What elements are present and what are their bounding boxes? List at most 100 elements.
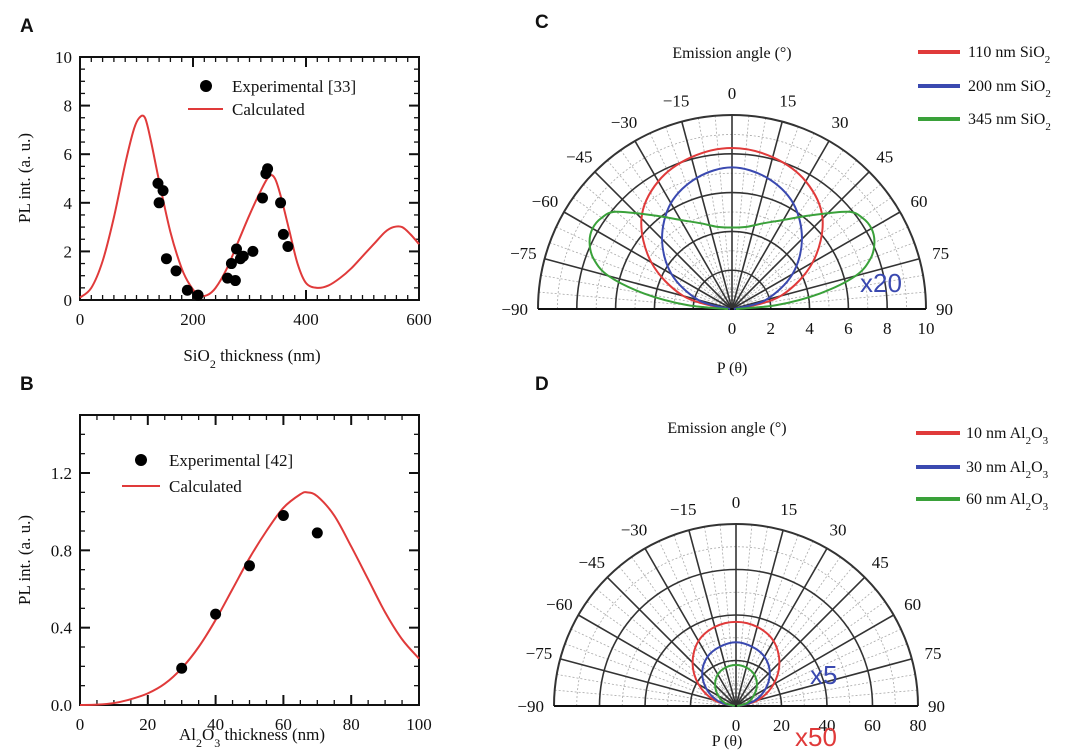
angle-tick-label: 60: [911, 192, 928, 211]
polar-series-curve: [640, 146, 824, 310]
y-tick-label: 8: [64, 97, 73, 116]
minor-radial-line: [731, 149, 844, 310]
minor-ring: [712, 682, 760, 707]
chart-c-legend-345: 345 nm SiO2: [968, 111, 1051, 133]
panel-letter-c: C: [535, 12, 549, 33]
radial-tick-label: 0: [732, 716, 741, 735]
experimental-point: [192, 289, 204, 301]
minor-radial-line: [714, 115, 733, 310]
chart-d-annotation-x50: x50: [795, 722, 837, 751]
angle-tick-label: −90: [517, 697, 544, 716]
angle-tick-label: 45: [876, 147, 893, 166]
minor-radial-line: [556, 226, 733, 310]
chart-c-legend-200: 200 nm SiO2: [968, 78, 1051, 100]
y-tick-label: 4: [64, 194, 73, 213]
chart-b-legend-marker-experimental: [135, 454, 147, 466]
y-tick-label: 0: [64, 291, 73, 310]
angle-tick-label: 0: [728, 84, 737, 103]
chart-a: 0 200 400 600 0 2 4 6 8 10 PL int. (a. u.) SiO2 t…: [15, 48, 432, 371]
polar-series-curve: [588, 210, 876, 310]
angle-tick-label: 15: [780, 500, 797, 519]
chart-b-xlabel: Al2O3 thickness (nm): [179, 725, 325, 750]
calculated-curve: [79, 114, 420, 299]
radial-tick-label: 40: [819, 716, 836, 735]
chart-c-labels: −90 −75 −60 −45 −30 −15 0 15 30 45 60 75 90 0 2 4 6 8 10: [501, 84, 953, 338]
chart-c-series: [588, 146, 876, 310]
angle-tick-label: 45: [872, 553, 889, 572]
experimental-point: [160, 253, 172, 265]
experimental-point: [277, 510, 289, 522]
major-radial-line: [559, 658, 737, 707]
chart-b: 0 20 40 60 80 100 0.0 0.4 0.8 1.2 PL int. (a. u.)…: [15, 414, 432, 750]
minor-radial-line: [665, 126, 733, 310]
y-tick-label: 6: [64, 145, 73, 164]
major-radial-line: [644, 547, 737, 707]
minor-radial-line: [572, 197, 733, 310]
y-tick-label: 0.4: [51, 619, 73, 638]
angle-tick-label: 75: [932, 244, 949, 263]
experimental-point: [176, 662, 188, 674]
polar-series-curve: [691, 620, 781, 707]
angle-tick-label: −75: [510, 244, 537, 263]
experimental-point: [262, 163, 274, 175]
chart-b-legend: Experimental [42] Calculated: [122, 451, 293, 496]
chart-d-legend-30: 30 nm Al2O3: [966, 459, 1049, 481]
angle-tick-label: −15: [663, 91, 690, 110]
minor-ring: [557, 134, 907, 310]
chart-d-series: [691, 620, 781, 707]
experimental-point: [210, 608, 222, 620]
chart-c-rlabel: P (θ): [717, 360, 748, 377]
angle-tick-label: −45: [578, 553, 605, 572]
chart-d-legend: 10 nm Al2O3 30 nm Al2O3 60 nm Al2O3: [916, 425, 1049, 513]
minor-ring: [621, 591, 851, 707]
chart-d-title: Emission angle (°): [667, 420, 786, 437]
panel-letter-a: A: [20, 16, 34, 37]
radial-tick-label: 8: [883, 319, 892, 338]
radial-tick-label: 2: [767, 319, 776, 338]
x-tick-label: 80: [343, 715, 360, 734]
minor-ring: [576, 546, 896, 707]
experimental-point: [237, 250, 249, 262]
angle-tick-label: 30: [832, 113, 849, 132]
calculated-curve: [79, 491, 420, 706]
panel-letter-d: D: [535, 374, 549, 395]
angle-tick-label: 90: [936, 300, 953, 319]
chart-a-tick-marks: [79, 56, 420, 301]
x-tick-label: 40: [207, 715, 224, 734]
major-radial-line: [735, 614, 895, 707]
angle-tick-label: −90: [501, 300, 528, 319]
minor-radial-line: [583, 183, 733, 310]
radial-tick-label: 4: [805, 319, 814, 338]
y-tick-label: 2: [64, 242, 73, 261]
major-radial-line: [634, 140, 733, 310]
major-radial-line: [735, 529, 784, 707]
panel-letter-b: B: [20, 374, 34, 395]
angle-tick-label: 30: [830, 520, 847, 539]
angle-tick-label: 60: [904, 595, 921, 614]
x-tick-label: 100: [406, 715, 432, 734]
experimental-point: [275, 197, 287, 209]
x-tick-label: 0: [76, 310, 85, 329]
chart-a-plot-area: [79, 114, 420, 301]
polar-chart-d: Emission angle (°) −90 −75 −60 −45 −30 −15 0 15…: [517, 420, 1048, 751]
major-radial-line: [735, 576, 866, 707]
polar-series-curve: [701, 641, 771, 707]
angle-tick-label: −45: [566, 147, 593, 166]
experimental-point: [231, 243, 243, 255]
polar-series-curve: [714, 664, 758, 707]
angle-tick-label: −30: [621, 520, 648, 539]
chart-b-legend-experimental: Experimental [42]: [169, 451, 293, 470]
chart-a-xlabel: SiO2 thickness (nm): [183, 346, 320, 371]
chart-d-legend-60: 60 nm Al2O3: [966, 491, 1049, 513]
radial-tick-label: 6: [844, 319, 853, 338]
chart-d-legend-10: 10 nm Al2O3: [966, 425, 1049, 447]
major-radial-line: [735, 547, 828, 707]
major-radial-line: [594, 171, 733, 310]
y-tick-label: 10: [55, 48, 72, 67]
polar-chart-c: Emission angle (°) −90 −75 −60 −45 −30 −15 0 15…: [501, 44, 1050, 377]
angle-tick-label: 75: [925, 644, 942, 663]
radial-tick-label: 0: [728, 319, 737, 338]
major-radial-line: [606, 576, 737, 707]
experimental-point: [277, 228, 289, 240]
chart-c-title: Emission angle (°): [672, 45, 791, 62]
